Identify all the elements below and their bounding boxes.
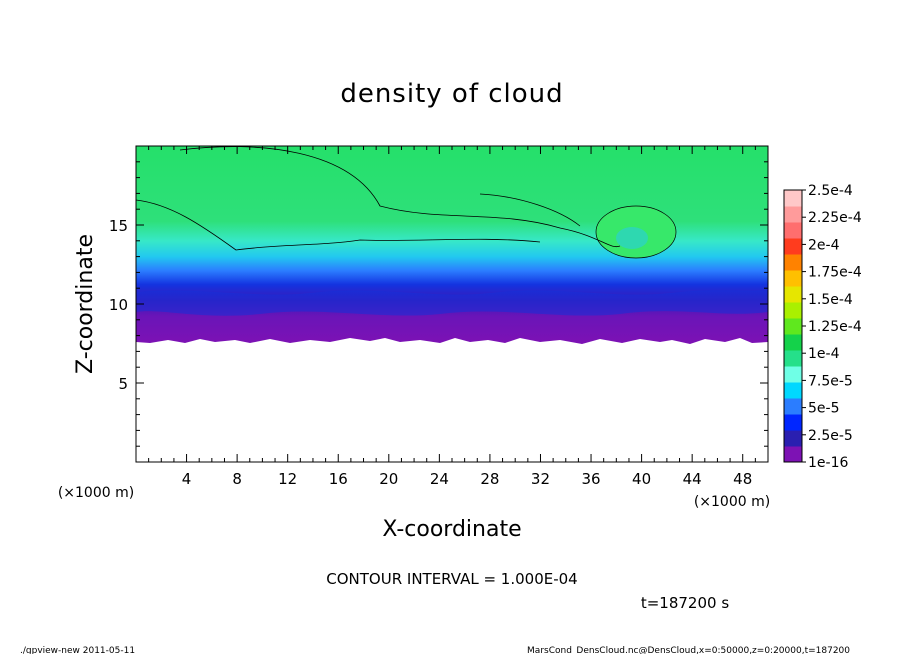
y-unit-label: (×1000 m) bbox=[58, 485, 134, 501]
colorbar-swatch bbox=[784, 382, 802, 399]
colorbar-label: 1e-4 bbox=[808, 346, 840, 362]
y-axis: 5 10 15 bbox=[109, 161, 768, 447]
cloud-streak bbox=[179, 146, 621, 248]
x-tick-label: 36 bbox=[581, 470, 600, 488]
colorbar-label: 2.5e-4 bbox=[808, 183, 853, 199]
x-tick-label: 32 bbox=[531, 470, 550, 488]
colorbar-swatch bbox=[784, 206, 802, 223]
x-tick-label: 4 bbox=[182, 470, 192, 488]
x-tick-label: 24 bbox=[430, 470, 449, 488]
colorbar-swatch bbox=[784, 318, 802, 335]
colorbar-swatch bbox=[784, 222, 802, 239]
colorbar-label: 1.5e-4 bbox=[808, 292, 853, 308]
colorbar-swatch bbox=[784, 238, 802, 255]
colorbar-swatch bbox=[784, 270, 802, 287]
footer-left: ./gpview-new 2011-05-11 bbox=[20, 646, 135, 654]
colorbar-swatch bbox=[784, 366, 802, 383]
x-tick-label: 12 bbox=[278, 470, 297, 488]
cloud-streak bbox=[479, 193, 581, 227]
x-tick-label: 48 bbox=[733, 470, 752, 488]
colorbar: 1e-16 2.5e-5 5e-5 7.5e-5 1e-4 1.25e-4 1.5e-4 1.… bbox=[783, 183, 862, 471]
colorbar-swatch bbox=[784, 254, 802, 271]
contour-interval-text: CONTOUR INTERVAL = 1.000E-04 bbox=[326, 570, 577, 588]
cloud-swirl-core bbox=[616, 227, 648, 249]
colorbar-swatch bbox=[784, 446, 802, 463]
colorbar-swatch bbox=[784, 398, 802, 415]
colorbar-swatch bbox=[784, 302, 802, 319]
colorbar-swatch bbox=[784, 430, 802, 447]
x-axis-label: X-coordinate bbox=[382, 517, 521, 542]
empty-region bbox=[136, 344, 768, 462]
x-tick-label: 16 bbox=[329, 470, 348, 488]
y-tick-label: 15 bbox=[109, 217, 128, 235]
x-tick-label: 28 bbox=[480, 470, 499, 488]
colorbar-label: 1.25e-4 bbox=[808, 319, 862, 335]
footer-right: MarsCond_DensCloud.nc@DensCloud,x=0:5000… bbox=[527, 646, 850, 654]
colorbar-label: 2.25e-4 bbox=[808, 210, 862, 226]
colorbar-swatch bbox=[784, 414, 802, 431]
colorbar-label: 7.5e-5 bbox=[808, 373, 853, 389]
colorbar-label: 1.75e-4 bbox=[808, 265, 862, 281]
x-tick-label: 20 bbox=[379, 470, 398, 488]
x-unit-label: (×1000 m) bbox=[694, 494, 770, 510]
x-tick-label: 8 bbox=[232, 470, 242, 488]
chart-title: density of cloud bbox=[340, 79, 563, 109]
colorbar-swatch bbox=[784, 334, 802, 351]
dense-band bbox=[136, 290, 768, 316]
colorbar-label: 2.5e-5 bbox=[808, 428, 853, 444]
colorbar-label: 1e-16 bbox=[808, 455, 848, 471]
y-axis-label: Z-coordinate bbox=[73, 234, 98, 374]
x-tick-label: 40 bbox=[632, 470, 651, 488]
y-tick-label: 5 bbox=[118, 375, 128, 393]
colorbar-swatch bbox=[784, 350, 802, 367]
plot-area bbox=[136, 146, 768, 462]
colorbar-swatch bbox=[784, 190, 802, 207]
y-tick-label: 10 bbox=[109, 296, 128, 314]
cloud-streak bbox=[136, 199, 541, 251]
x-axis: 4 8 12 16 20 24 28 32 36 40 44 48 bbox=[148, 146, 756, 488]
time-text: t=187200 s bbox=[641, 594, 729, 612]
colorbar-label: 2e-4 bbox=[808, 237, 840, 253]
colorbar-swatch bbox=[784, 286, 802, 303]
x-tick-label: 44 bbox=[683, 470, 702, 488]
colorbar-label: 5e-5 bbox=[808, 401, 839, 417]
